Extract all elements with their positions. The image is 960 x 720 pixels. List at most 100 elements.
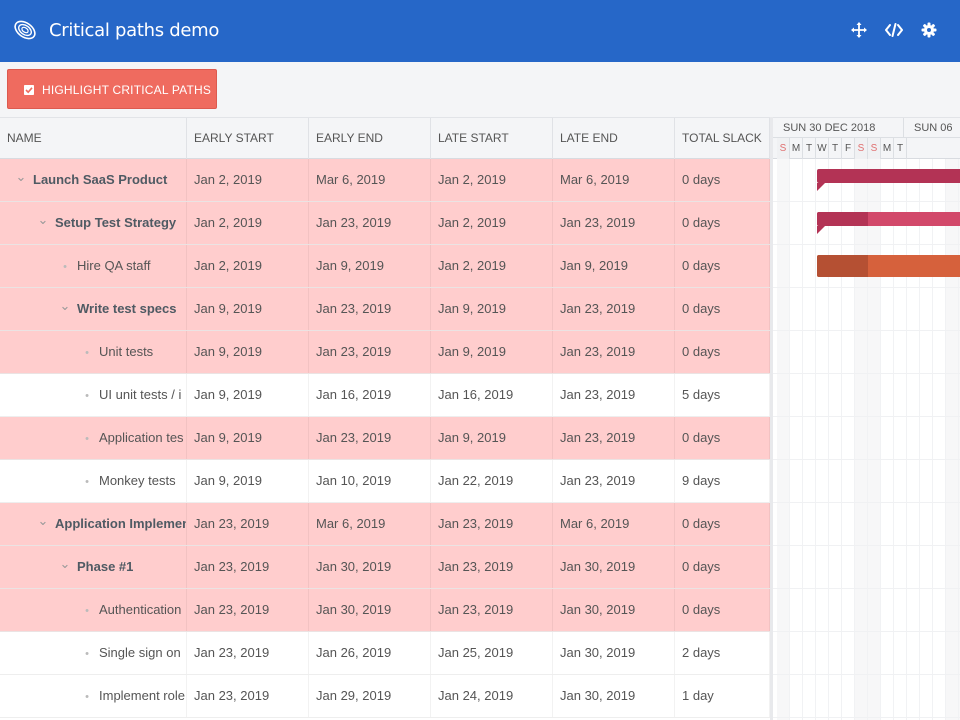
task-row[interactable]: ⌄ Launch SaaS Product Jan 2, 2019 Mar 6, 20… (0, 159, 770, 202)
cell-total-slack[interactable]: 0 days (675, 417, 770, 459)
cell-early-start[interactable]: Jan 9, 2019 (187, 460, 309, 502)
cell-late-end[interactable]: Jan 30, 2019 (553, 632, 675, 674)
cell-early-end[interactable]: Jan 23, 2019 (309, 417, 431, 459)
cell-late-start[interactable]: Jan 2, 2019 (431, 202, 553, 244)
cell-early-end[interactable]: Jan 26, 2019 (309, 632, 431, 674)
cell-early-end[interactable]: Jan 29, 2019 (309, 675, 431, 717)
column-header-early-end[interactable]: EARLY END (309, 118, 431, 159)
cell-late-start[interactable]: Jan 25, 2019 (431, 632, 553, 674)
cell-late-start[interactable]: Jan 2, 2019 (431, 159, 553, 201)
cell-late-end[interactable]: Jan 23, 2019 (553, 460, 675, 502)
cell-total-slack[interactable]: 0 days (675, 288, 770, 330)
gantt-summary-bar[interactable] (817, 169, 960, 191)
task-row[interactable]: ⌄ Write test specs Jan 9, 2019 Jan 23, 2019… (0, 288, 770, 331)
collapse-chevron-icon[interactable]: ⌄ (59, 298, 71, 313)
collapse-chevron-icon[interactable]: ⌄ (59, 556, 71, 571)
gantt-task-bar[interactable] (817, 255, 960, 277)
cell-early-start[interactable]: Jan 2, 2019 (187, 245, 309, 287)
cell-early-start[interactable]: Jan 9, 2019 (187, 374, 309, 416)
cell-late-end[interactable]: Jan 23, 2019 (553, 417, 675, 459)
task-name-cell[interactable]: ⌄ Application Implement (0, 503, 187, 545)
cell-early-start[interactable]: Jan 9, 2019 (187, 417, 309, 459)
cell-early-start[interactable]: Jan 9, 2019 (187, 331, 309, 373)
cell-early-start[interactable]: Jan 2, 2019 (187, 159, 309, 201)
column-header-late-end[interactable]: LATE END (553, 118, 675, 159)
cell-early-start[interactable]: Jan 9, 2019 (187, 288, 309, 330)
settings-icon[interactable] (920, 21, 938, 39)
task-name-cell[interactable]: • Hire QA staff (0, 245, 187, 287)
highlight-critical-paths-button[interactable]: HIGHLIGHT CRITICAL PATHS (7, 69, 217, 109)
cell-total-slack[interactable]: 9 days (675, 460, 770, 502)
cell-total-slack[interactable]: 0 days (675, 202, 770, 244)
task-name-cell[interactable]: ⌄ Write test specs (0, 288, 187, 330)
task-row[interactable]: ⌄ Setup Test Strategy Jan 2, 2019 Jan 23, 2… (0, 202, 770, 245)
cell-total-slack[interactable]: 5 days (675, 374, 770, 416)
cell-late-end[interactable]: Jan 23, 2019 (553, 374, 675, 416)
cell-late-start[interactable]: Jan 9, 2019 (431, 331, 553, 373)
cell-late-start[interactable]: Jan 23, 2019 (431, 503, 553, 545)
cell-early-end[interactable]: Jan 30, 2019 (309, 546, 431, 588)
cell-late-end[interactable]: Jan 30, 2019 (553, 589, 675, 631)
cell-early-end[interactable]: Jan 23, 2019 (309, 202, 431, 244)
cell-early-start[interactable]: Jan 23, 2019 (187, 546, 309, 588)
task-name-cell[interactable]: • Monkey tests (0, 460, 187, 502)
grid-timeline-splitter[interactable] (770, 117, 773, 720)
cell-late-end[interactable]: Jan 23, 2019 (553, 202, 675, 244)
cell-late-start[interactable]: Jan 23, 2019 (431, 589, 553, 631)
task-name-cell[interactable]: • Single sign on (0, 632, 187, 674)
cell-late-start[interactable]: Jan 23, 2019 (431, 546, 553, 588)
cell-total-slack[interactable]: 0 days (675, 503, 770, 545)
cell-late-start[interactable]: Jan 2, 2019 (431, 245, 553, 287)
cell-total-slack[interactable]: 0 days (675, 589, 770, 631)
cell-early-start[interactable]: Jan 23, 2019 (187, 589, 309, 631)
task-row[interactable]: • Single sign on Jan 23, 2019 Jan 26, 2019 J… (0, 632, 770, 675)
cell-late-end[interactable]: Jan 30, 2019 (553, 675, 675, 717)
cell-late-start[interactable]: Jan 9, 2019 (431, 417, 553, 459)
cell-late-start[interactable]: Jan 22, 2019 (431, 460, 553, 502)
cell-late-end[interactable]: Jan 23, 2019 (553, 331, 675, 373)
cell-late-start[interactable]: Jan 24, 2019 (431, 675, 553, 717)
collapse-chevron-icon[interactable]: ⌄ (37, 513, 49, 528)
cell-late-end[interactable]: Mar 6, 2019 (553, 503, 675, 545)
task-row[interactable]: • Hire QA staff Jan 2, 2019 Jan 9, 2019 Jan … (0, 245, 770, 288)
cell-early-end[interactable]: Mar 6, 2019 (309, 503, 431, 545)
task-row[interactable]: • UI unit tests / i Jan 9, 2019 Jan 16, 201… (0, 374, 770, 417)
cell-late-end[interactable]: Mar 6, 2019 (553, 159, 675, 201)
cell-late-end[interactable]: Jan 9, 2019 (553, 245, 675, 287)
task-row[interactable]: • Unit tests Jan 9, 2019 Jan 23, 2019 Jan 9,… (0, 331, 770, 374)
cell-early-end[interactable]: Jan 16, 2019 (309, 374, 431, 416)
cell-late-start[interactable]: Jan 16, 2019 (431, 374, 553, 416)
task-name-cell[interactable]: • Implement role (0, 675, 187, 717)
task-name-cell[interactable]: ⌄ Phase #1 (0, 546, 187, 588)
collapse-chevron-icon[interactable]: ⌄ (37, 212, 49, 227)
cell-total-slack[interactable]: 0 days (675, 245, 770, 287)
cell-early-end[interactable]: Jan 23, 2019 (309, 331, 431, 373)
cell-early-start[interactable]: Jan 2, 2019 (187, 202, 309, 244)
cell-late-end[interactable]: Jan 30, 2019 (553, 546, 675, 588)
cell-total-slack[interactable]: 0 days (675, 546, 770, 588)
cell-total-slack[interactable]: 1 day (675, 675, 770, 717)
cell-early-end[interactable]: Jan 10, 2019 (309, 460, 431, 502)
cell-late-start[interactable]: Jan 9, 2019 (431, 288, 553, 330)
task-name-cell[interactable]: • UI unit tests / i (0, 374, 187, 416)
cell-early-end[interactable]: Jan 23, 2019 (309, 288, 431, 330)
cell-total-slack[interactable]: 0 days (675, 159, 770, 201)
fullscreen-icon[interactable] (850, 21, 868, 39)
cell-early-start[interactable]: Jan 23, 2019 (187, 632, 309, 674)
column-header-name[interactable]: NAME (0, 118, 187, 159)
task-name-cell[interactable]: • Unit tests (0, 331, 187, 373)
cell-early-start[interactable]: Jan 23, 2019 (187, 675, 309, 717)
cell-total-slack[interactable]: 2 days (675, 632, 770, 674)
task-row[interactable]: • Monkey tests Jan 9, 2019 Jan 10, 2019 Jan … (0, 460, 770, 503)
column-header-total-slack[interactable]: TOTAL SLACK (675, 118, 770, 159)
task-row[interactable]: • Implement role Jan 23, 2019 Jan 29, 2019 J… (0, 675, 770, 718)
task-row[interactable]: • Application tes Jan 9, 2019 Jan 23, 2019 J… (0, 417, 770, 460)
code-icon[interactable] (885, 21, 903, 39)
task-name-cell[interactable]: ⌄ Launch SaaS Product (0, 159, 187, 201)
task-row[interactable]: ⌄ Phase #1 Jan 23, 2019 Jan 30, 2019 Jan 23,… (0, 546, 770, 589)
cell-early-end[interactable]: Mar 6, 2019 (309, 159, 431, 201)
collapse-chevron-icon[interactable]: ⌄ (15, 169, 27, 184)
task-row[interactable]: ⌄ Application Implement Jan 23, 2019 Mar 6,… (0, 503, 770, 546)
cell-late-end[interactable]: Jan 23, 2019 (553, 288, 675, 330)
cell-early-end[interactable]: Jan 30, 2019 (309, 589, 431, 631)
